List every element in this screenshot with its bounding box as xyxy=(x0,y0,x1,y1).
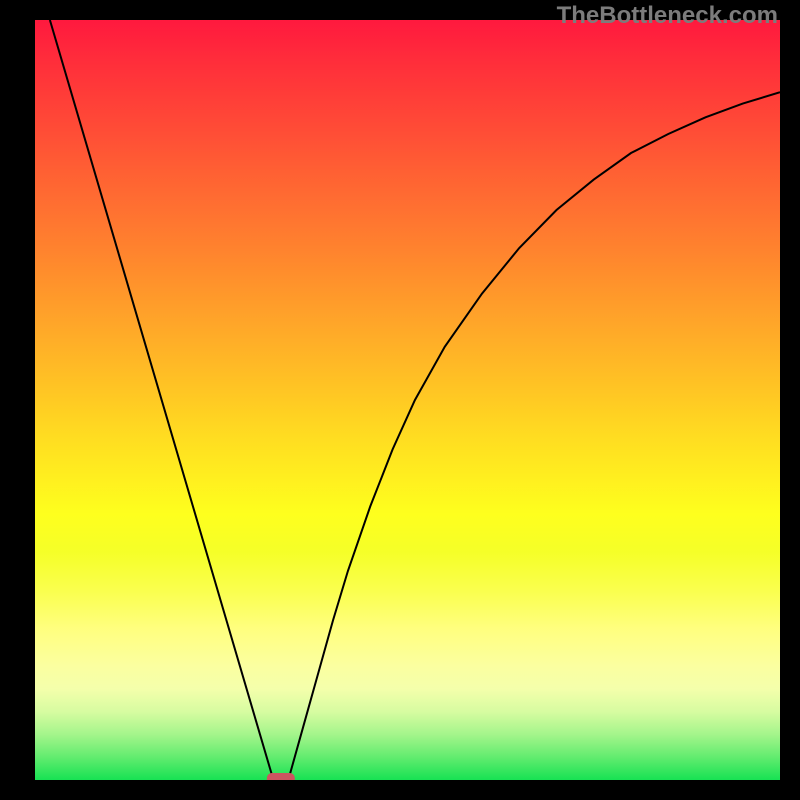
left-descending-line xyxy=(50,20,274,780)
right-ascending-curve xyxy=(288,92,780,780)
watermark-text: TheBottleneck.com xyxy=(557,2,778,30)
chart-container: TheBottleneck.com xyxy=(0,0,800,800)
plot-area xyxy=(35,20,780,780)
minimum-point-marker xyxy=(267,773,295,780)
curve-overlay xyxy=(35,20,780,780)
